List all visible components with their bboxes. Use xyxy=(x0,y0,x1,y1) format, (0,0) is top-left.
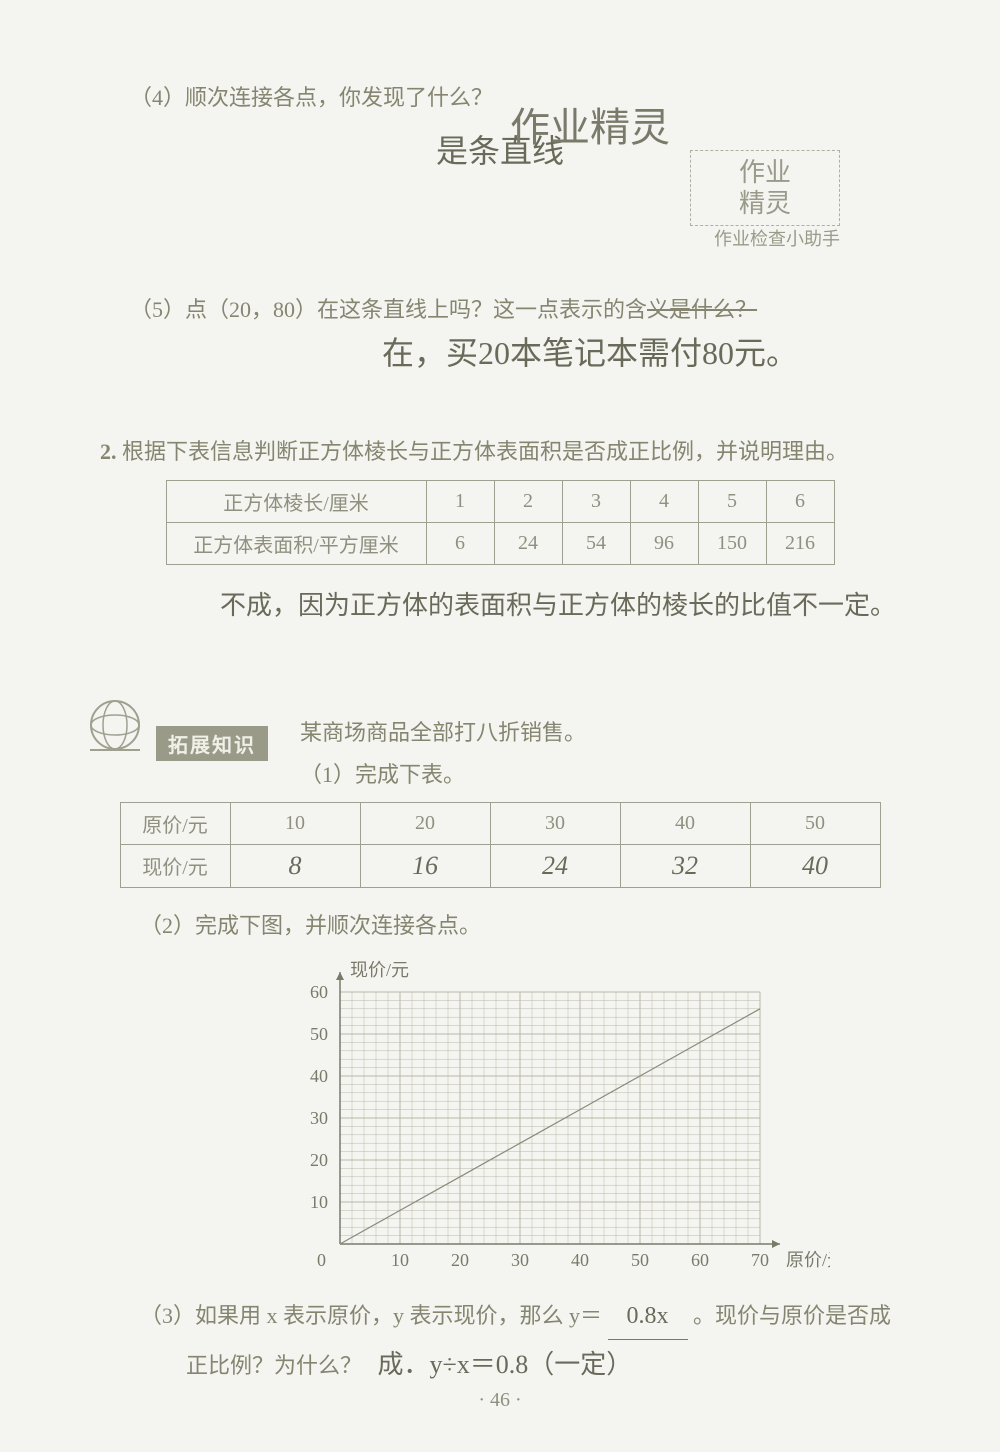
watermark-subtitle: 作业检查小助手 xyxy=(714,225,840,251)
table-row: 正方体棱长/厘米 1 2 3 4 5 6 xyxy=(166,481,834,523)
page-number: · 46 · xyxy=(0,1389,1000,1412)
q2-col-5: 6 xyxy=(766,481,834,523)
q5-answer: 在，买20本笔记本需付80元。 xyxy=(280,328,900,374)
q2-col-4: 5 xyxy=(698,481,766,523)
svg-text:10: 10 xyxy=(391,1250,409,1270)
q2-prompt-text: 根据下表信息判断正方体棱长与正方体表面积是否成正比例，并说明理由。 xyxy=(122,439,848,464)
extension-section: 拓展知识 某商场商品全部打八折销售。 （1）完成下表。 xyxy=(100,712,900,796)
q5-prompt-b: 义是什么？ xyxy=(647,297,757,322)
q2-prompt: 2. 根据下表信息判断正方体棱长与正方体表面积是否成正比例，并说明理由。 xyxy=(100,434,900,466)
extension-intro-block: 某商场商品全部打八折销售。 （1）完成下表。 xyxy=(300,712,586,796)
q3-answer: 成．y÷x＝0.8（一定） xyxy=(378,1350,633,1379)
ext-orig-4: 50 xyxy=(750,802,880,844)
extension-q3: （3）如果用 x 表示原价，y 表示现价，那么 y＝ 0.8x 。现价与原价是否… xyxy=(140,1294,900,1390)
svg-text:20: 20 xyxy=(451,1250,469,1270)
ext-now-1: 16 xyxy=(360,844,490,887)
ext-now-3: 32 xyxy=(620,844,750,887)
line-chart: 现价/元 10 20 30 40 50 60 70 10 20 30 40 50 60 0 原价/元 xyxy=(270,954,830,1284)
ext-orig-2: 30 xyxy=(490,802,620,844)
extension-sub1: （1）完成下表。 xyxy=(300,754,586,796)
ext-orig-0: 10 xyxy=(230,802,360,844)
q2-number: 2. xyxy=(100,439,117,464)
svg-text:50: 50 xyxy=(631,1250,649,1270)
svg-text:40: 40 xyxy=(571,1250,589,1270)
q2-val-2: 54 xyxy=(562,523,630,565)
q5-prompt: （5）点（20，80）在这条直线上吗？这一点表示的含义是什么？ xyxy=(130,292,900,324)
svg-text:0: 0 xyxy=(317,1250,326,1270)
ext-now-4: 40 xyxy=(750,844,880,887)
svg-text:10: 10 xyxy=(310,1192,328,1212)
table-row: 正方体表面积/平方厘米 6 24 54 96 150 216 xyxy=(166,523,834,565)
table-row: 原价/元 10 20 30 40 50 xyxy=(120,802,880,844)
q2-row2-label: 正方体表面积/平方厘米 xyxy=(166,523,426,565)
question-2: 2. 根据下表信息判断正方体棱长与正方体表面积是否成正比例，并说明理由。 正方体… xyxy=(100,434,900,622)
q2-row1-label: 正方体棱长/厘米 xyxy=(166,481,426,523)
svg-text:30: 30 xyxy=(310,1108,328,1128)
svg-text:50: 50 xyxy=(310,1024,328,1044)
q2-answer: 不成，因为正方体的表面积与正方体的棱长的比值不一定。 xyxy=(220,585,900,622)
q2-col-1: 2 xyxy=(494,481,562,523)
ext-table: 原价/元 10 20 30 40 50 现价/元 8 16 24 32 40 xyxy=(120,802,881,888)
svg-text:现价/元: 现价/元 xyxy=(350,960,409,980)
globe-icon xyxy=(80,690,150,760)
ext-row2-label: 现价/元 xyxy=(120,844,230,887)
table-row: 现价/元 8 16 24 32 40 xyxy=(120,844,880,887)
extension-intro: 某商场商品全部打八折销售。 xyxy=(300,712,586,754)
question-5: （5）点（20，80）在这条直线上吗？这一点表示的含义是什么？ 在，买20本笔记… xyxy=(100,292,900,374)
extension-badge-label: 拓展知识 xyxy=(156,726,268,761)
extension-sub2: （2）完成下图，并顺次连接各点。 xyxy=(140,908,900,940)
q2-val-5: 216 xyxy=(766,523,834,565)
watermark-box-line1: 作业 xyxy=(705,157,825,188)
q2-col-2: 3 xyxy=(562,481,630,523)
q2-col-0: 1 xyxy=(426,481,494,523)
svg-text:70: 70 xyxy=(751,1250,769,1270)
watermark-box-line2: 精灵 xyxy=(705,188,825,219)
q3-text-c: 正比例？为什么？ xyxy=(186,1353,362,1378)
ext-orig-1: 20 xyxy=(360,802,490,844)
chart-container: 现价/元 10 20 30 40 50 60 70 10 20 30 40 50 60 0 原价/元 xyxy=(270,954,830,1284)
q2-val-0: 6 xyxy=(426,523,494,565)
q5-prompt-a: （5）点（20，80）在这条直线上吗？这一点表示的含 xyxy=(130,297,647,322)
svg-text:30: 30 xyxy=(511,1250,529,1270)
ext-now-0: 8 xyxy=(230,844,360,887)
watermark-box: 作业 精灵 xyxy=(690,150,840,226)
svg-text:60: 60 xyxy=(310,982,328,1002)
extension-badge: 拓展知识 xyxy=(100,712,270,772)
q2-table: 正方体棱长/厘米 1 2 3 4 5 6 正方体表面积/平方厘米 6 24 54… xyxy=(166,480,835,565)
q2-val-3: 96 xyxy=(630,523,698,565)
q3-text-b: 。现价与原价是否成 xyxy=(693,1303,891,1328)
q2-val-4: 150 xyxy=(698,523,766,565)
svg-text:40: 40 xyxy=(310,1066,328,1086)
svg-text:20: 20 xyxy=(310,1150,328,1170)
q2-val-1: 24 xyxy=(494,523,562,565)
ext-row1-label: 原价/元 xyxy=(120,802,230,844)
ext-now-2: 24 xyxy=(490,844,620,887)
q3-text-a: （3）如果用 x 表示原价，y 表示现价，那么 y＝ xyxy=(140,1303,602,1328)
svg-text:60: 60 xyxy=(691,1250,709,1270)
watermark-title: 作业精灵 xyxy=(510,95,670,153)
ext-orig-3: 40 xyxy=(620,802,750,844)
q3-blank: 0.8x xyxy=(608,1294,688,1341)
q2-col-3: 4 xyxy=(630,481,698,523)
svg-text:原价/元: 原价/元 xyxy=(786,1250,830,1270)
